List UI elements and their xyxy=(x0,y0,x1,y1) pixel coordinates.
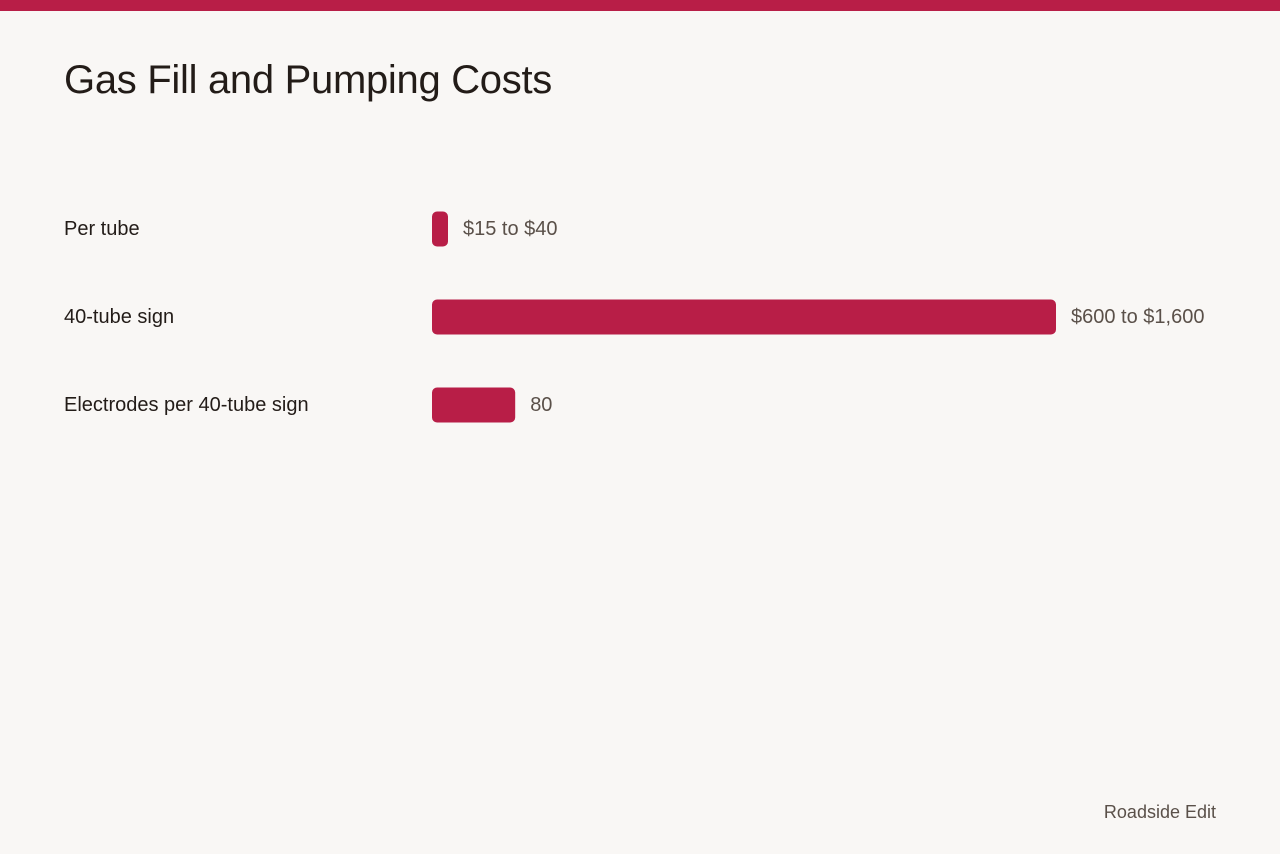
footer-credit: Roadside Edit xyxy=(1103,802,1216,822)
page-title: Gas Fill and Pumping Costs xyxy=(64,58,552,102)
top-accent-bar xyxy=(0,0,1280,11)
bar-category-label: 40-tube sign xyxy=(64,306,174,328)
bar-category-label: Electrodes per 40-tube sign xyxy=(64,394,309,416)
bar-category-label: Per tube xyxy=(64,218,140,240)
bar xyxy=(432,211,448,247)
bar-value-label: $600 to $1,600 xyxy=(1071,306,1204,328)
bar-value-label: 80 xyxy=(530,394,552,416)
bar xyxy=(432,299,1056,335)
bar-value-label: $15 to $40 xyxy=(463,218,558,240)
bar xyxy=(432,387,516,423)
